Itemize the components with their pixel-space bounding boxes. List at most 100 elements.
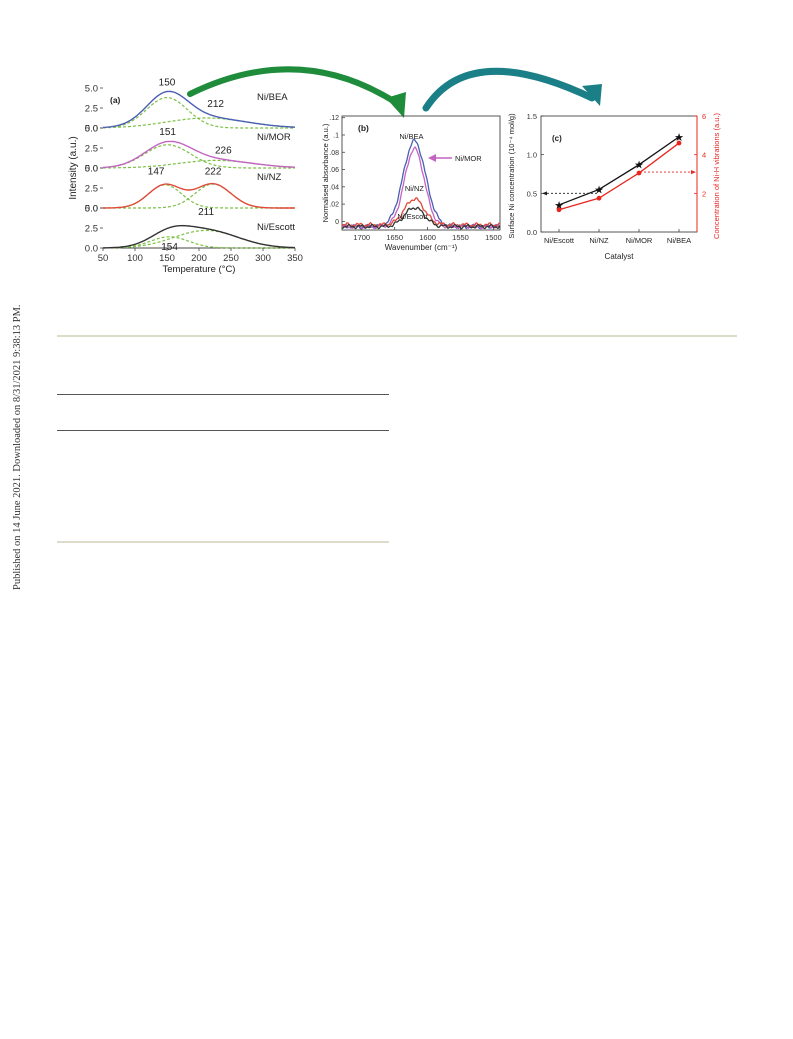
- panel-a-ni-escott-peak-label: 154: [161, 242, 178, 253]
- panel-a-ni-bea-label: Ni/BEA: [257, 92, 288, 103]
- panel-a-xtick-label: 300: [255, 253, 271, 264]
- panel-a-ytick-label: 5.0: [85, 164, 98, 175]
- arrow-a-to-b: [187, 66, 401, 107]
- panel-b-ni-mor-arrowhead: [428, 154, 436, 162]
- panel-a-ni-escott-peak-label: 211: [198, 207, 214, 218]
- panel-a: (a) 0.0 2.5 5.0 Ni/BEA 150 212 0.0 2.5 5.0 Ni/MOR 1…: [68, 78, 303, 275]
- panel-b: (b) 0 .02 .04 .06 .08 .1 .12 1700 1650 1600 1550 150…: [321, 115, 502, 252]
- panel-a-xtick-label: 100: [127, 253, 143, 264]
- panel-c-xtick-label: Ni/NZ: [589, 236, 609, 245]
- panel-b-ytick-label: .08: [329, 150, 339, 157]
- panel-a-ni-escott-label: Ni/Escott: [257, 222, 295, 233]
- panel-b-ni-nz-label: Ni/NZ: [405, 184, 425, 193]
- panel-a-xtick-label: 150: [159, 253, 175, 264]
- divider-rule-bottom: [57, 541, 389, 543]
- panel-b-ni-escott-label: Ni/Escott: [397, 212, 428, 221]
- panel-c-left-axis-indicator-head: [542, 191, 547, 196]
- panel-a-ytick-label: 2.5: [85, 224, 98, 235]
- panel-a-ni-bea-curve: [103, 90, 296, 129]
- panel-c-xtick-label: Ni/BEA: [667, 236, 691, 245]
- panel-a-ni-escott-fit-peak: [103, 229, 295, 249]
- panel-a-y-axis-title: Intensity (a.u.): [68, 136, 79, 199]
- panel-a-ni-nz-label: Ni/NZ: [257, 172, 281, 183]
- panel-c-ytick-left-label: 0.0: [527, 228, 537, 237]
- panel-c-ni-h-point: [596, 195, 602, 201]
- panel-b-ni-bea-label: Ni/BEA: [399, 132, 423, 141]
- panel-a-ytick-label: 0.0: [85, 204, 98, 215]
- panel-c-ytick-left-label: 1.5: [527, 112, 537, 121]
- panel-a-ytick-label: 2.5: [85, 144, 98, 155]
- panel-a-ni-nz-curve: [103, 182, 295, 209]
- panel-c-surface-ni-point: ★: [554, 200, 564, 212]
- panel-a-ytick-label: 5.0: [85, 84, 98, 95]
- panel-c: (c) 0.0 0.5 1.0 1.5 2 4 6 Ni/Escott Ni/NZ Ni/MOR Ni…: [507, 112, 721, 261]
- panel-b-xtick-label: 1650: [386, 233, 403, 242]
- panel-a-ni-mor-peak-label: 226: [215, 146, 232, 157]
- panel-b-ni-nz-curve: [341, 197, 501, 228]
- panel-a-xtick-label: 250: [223, 253, 239, 264]
- figure-canvas: (a) 0.0 2.5 5.0 Ni/BEA 150 212 0.0 2.5 5.0 Ni/MOR 1…: [68, 66, 721, 275]
- download-info-text: Published on 14 June 2021. Downloaded on…: [12, 304, 23, 590]
- panel-c-ni-h-point: [636, 170, 642, 176]
- table-rule-2: [57, 430, 389, 431]
- panel-b-ytick-label: 0: [335, 219, 339, 226]
- panel-a-ytick-label: 2.5: [85, 184, 98, 195]
- panel-b-ytick-label: .04: [329, 184, 339, 191]
- panel-b-ni-escott-curve: [341, 206, 501, 230]
- panel-a-ytick-label: 0.0: [85, 244, 98, 255]
- panel-b-frame: [341, 115, 501, 231]
- panel-a-ni-mor-fit-peak: [103, 159, 295, 169]
- panel-b-ni-mor-label: Ni/MOR: [455, 154, 482, 163]
- panel-c-x-axis-title: Catalyst: [605, 252, 635, 261]
- arrow-b-to-c-head: [582, 84, 602, 106]
- panel-c-ni-h-point: [556, 207, 562, 213]
- panel-c-surface-ni-point: ★: [634, 160, 644, 172]
- panel-b-xtick-label: 1700: [353, 233, 370, 242]
- panel-b-label: (b): [358, 123, 369, 133]
- panel-c-xtick-label: Ni/MOR: [626, 236, 653, 245]
- panel-b-ytick-label: .12: [329, 115, 339, 122]
- panel-c-ni-h-line: [558, 142, 680, 211]
- panel-b-xtick-label: 1600: [419, 233, 436, 242]
- panel-b-x-axis-title: Wavenumber (cm⁻¹): [385, 243, 458, 252]
- panel-b-ytick-label: .1: [333, 133, 339, 140]
- panel-a-xtick-label: 50: [98, 253, 109, 264]
- panel-a-ytick-label: 2.5: [85, 104, 98, 115]
- panel-c-surface-ni-line: [558, 136, 680, 206]
- panel-c-xtick-label: Ni/Escott: [544, 236, 575, 245]
- panel-a-ni-bea-peak-label: 150: [159, 78, 176, 89]
- panel-a-xtick-label: 350: [287, 253, 303, 264]
- panel-b-ytick-label: .06: [329, 167, 339, 174]
- panel-a-ni-nz-peak-label: 147: [148, 166, 165, 177]
- panel-b-y-axis-title: Normalised absorbance (a.u.): [321, 123, 330, 222]
- panel-b-xtick-label: 1550: [452, 233, 469, 242]
- download-info-sidebar: Published on 14 June 2021. Downloaded on…: [4, 270, 23, 600]
- panel-c-label: (c): [552, 134, 562, 143]
- panel-c-ytick-right-label: 4: [702, 151, 706, 160]
- panel-c-y-axis-left-title: Surface Ni concentration (10⁻⁴ mol/g): [507, 113, 516, 239]
- panel-a-ni-bea-fit-peak: [102, 96, 295, 129]
- panel-c-ni-h-point: [676, 140, 682, 146]
- panel-c-y-axis-right-title: Concentration of Ni-H vibrations (a.u.): [712, 113, 721, 239]
- panel-a-ytick-label: 5.0: [85, 124, 98, 135]
- panel-a-x-axis-title: Temperature (°C): [163, 264, 236, 275]
- panel-a-ni-bea-peak-label: 212: [207, 99, 224, 110]
- panel-a-xtick-label: 200: [191, 253, 207, 264]
- panel-a-ni-nz-peak-label: 222: [205, 166, 222, 177]
- panel-b-xtick-label: 1500: [485, 233, 502, 242]
- panel-c-right-axis-indicator-head: [691, 170, 696, 175]
- panel-c-ytick-right-label: 2: [702, 189, 706, 198]
- panel-c-ytick-left-label: 1.0: [527, 151, 537, 160]
- panel-c-ytick-right-label: 6: [702, 112, 706, 121]
- panel-a-ni-mor-label: Ni/MOR: [257, 132, 291, 143]
- panel-a-ytick-label: 5.0: [85, 204, 98, 215]
- panel-a-ni-escott-fit-peak: [103, 236, 295, 249]
- arrow-a-to-b-head: [386, 92, 406, 118]
- panel-a-label: (a): [110, 95, 121, 105]
- panel-a-ni-mor-curve: [102, 140, 295, 169]
- panel-a-ytick-label: 0.0: [85, 124, 98, 135]
- panel-a-ni-mor-peak-label: 151: [159, 127, 176, 138]
- panel-b-ytick-label: .02: [329, 202, 339, 209]
- panel-c-surface-ni-point: ★: [674, 132, 684, 144]
- panel-a-ytick-label: 0.0: [85, 164, 98, 175]
